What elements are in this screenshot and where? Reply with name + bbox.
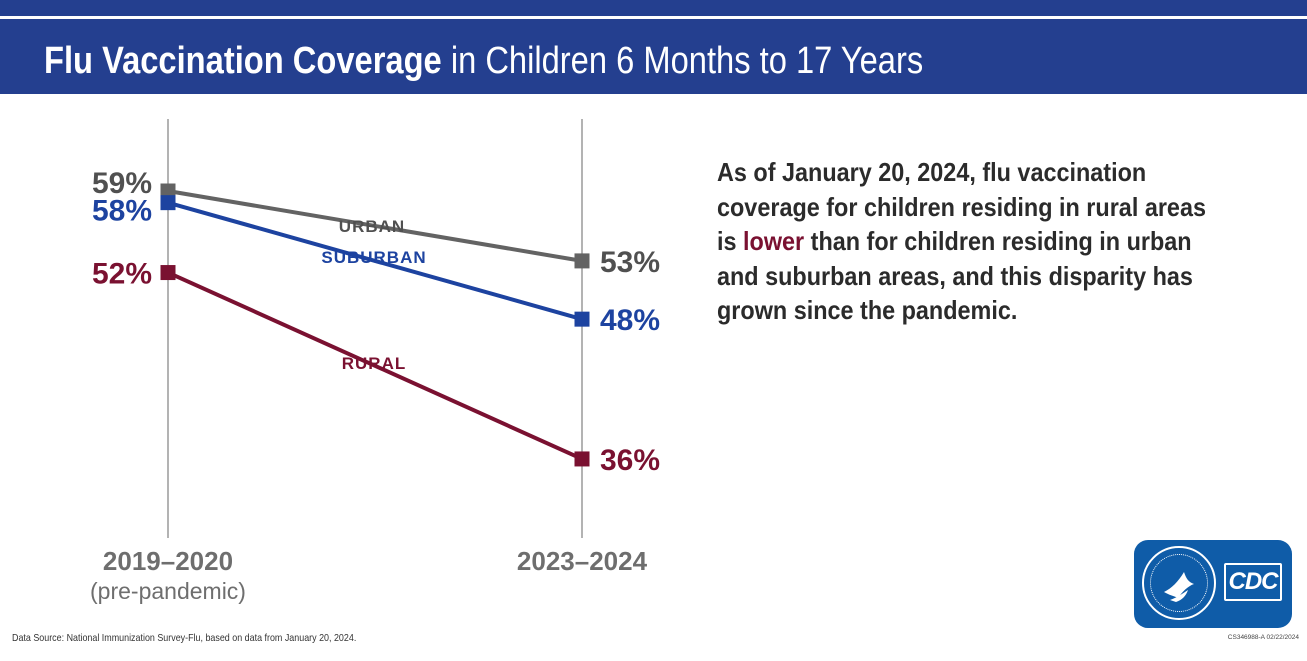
value-label-rural-2023: 36%	[600, 444, 660, 477]
line-chart: 2019–2020 (pre-pandemic) 2023–2024 59% 5…	[90, 119, 660, 604]
category-label-0: 2019–2020	[103, 546, 233, 576]
series-name-suburban: SUBURBAN	[321, 248, 426, 267]
category-label-1: 2023–2024	[517, 546, 648, 576]
hhs-seal-ring	[1150, 554, 1208, 612]
summary-text-before: As of January 20, 2024, flu vaccination …	[717, 157, 1206, 256]
series-name-rural: RURAL	[342, 354, 407, 373]
series-line-urban	[167, 189, 583, 263]
summary-text-highlight: lower	[743, 226, 805, 256]
point-urban-2023	[574, 253, 590, 269]
value-label-suburban-2023: 48%	[600, 304, 660, 337]
series-rural: 52% 36% RURAL	[92, 258, 660, 477]
value-label-urban-2023: 53%	[600, 246, 660, 279]
value-label-rural-2019: 52%	[92, 258, 152, 291]
value-label-urban-2019: 59%	[92, 167, 152, 200]
point-suburban-2019	[160, 195, 176, 211]
point-urban-2019	[160, 183, 176, 199]
eagle-icon	[1164, 572, 1194, 602]
series-suburban: 58% 48% SUBURBAN	[92, 195, 660, 338]
point-suburban-2023	[574, 311, 590, 327]
point-rural-2019	[160, 265, 176, 281]
summary-text: As of January 20, 2024, flu vaccination …	[717, 155, 1221, 328]
header-banner: Flu Vaccination Coverage in Children 6 M…	[0, 0, 1307, 94]
title-bold: Flu Vaccination Coverage	[44, 40, 442, 82]
series-name-urban: URBAN	[339, 217, 405, 236]
hhs-seal-icon	[1142, 546, 1216, 620]
category-sublabel-0: (pre-pandemic)	[90, 578, 246, 604]
cdc-logo: CDC	[1134, 540, 1292, 628]
series-line-rural	[167, 270, 583, 461]
data-source-note: Data Source: National Immunization Surve…	[12, 632, 357, 644]
publication-code: CS346988-A 02/22/2024	[1227, 634, 1299, 641]
header-stripe	[0, 16, 1307, 19]
value-label-suburban-2019: 58%	[92, 195, 152, 228]
title-rest: in Children 6 Months to 17 Years	[441, 40, 924, 82]
point-rural-2023	[574, 451, 590, 467]
summary-text-after: than for children residing in urban and …	[717, 226, 1193, 325]
series-line-suburban	[167, 200, 583, 322]
page-title: Flu Vaccination Coverage in Children 6 M…	[44, 38, 923, 84]
series-urban: 59% 53% URBAN	[92, 167, 660, 279]
cdc-wordmark: CDC	[1224, 563, 1282, 601]
